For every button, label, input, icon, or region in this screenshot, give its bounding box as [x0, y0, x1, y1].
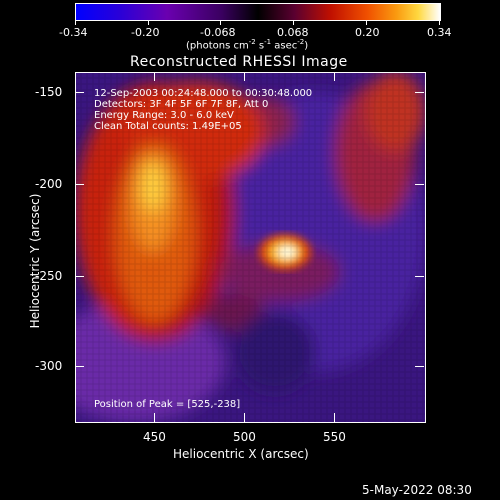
x-tick-label: 500	[233, 430, 256, 444]
solar-image	[75, 72, 425, 422]
clean-counts-line: Clean Total counts: 1.49E+05	[94, 121, 242, 132]
peak-position: Position of Peak = [525,-238]	[94, 399, 241, 410]
colorbar-tick-label: 0.20	[355, 26, 380, 39]
y-tick-label: -300	[35, 359, 63, 373]
y-tick-label: -200	[35, 177, 63, 191]
energy-range-line: Energy Range: 3.0 - 6.0 keV	[94, 110, 234, 121]
colorbar	[75, 3, 441, 21]
observation-info: 12-Sep-2003 00:24:48.000 to 00:30:48.000…	[94, 88, 312, 132]
y-tick-label: -150	[35, 85, 63, 99]
colorbar-units: (photons cm-2 s-1 asec-2)	[186, 38, 309, 52]
plot-frame	[75, 72, 426, 423]
x-axis-label: Heliocentric X (arcsec)	[173, 447, 309, 461]
colorbar-tick-label: 0.068	[277, 26, 309, 39]
detectors-line: Detectors: 3F 4F 5F 6F 7F 8F, Att 0	[94, 99, 269, 110]
time-range-line: 12-Sep-2003 00:24:48.000 to 00:30:48.000	[94, 88, 313, 99]
y-axis-label: Heliocentric Y (arcsec)	[28, 193, 42, 329]
y-tick-label: -250	[35, 269, 63, 283]
plot-title: Reconstructed RHESSI Image	[130, 54, 348, 70]
colorbar-tick-label: -0.068	[200, 26, 236, 39]
colorbar-tick-label: 0.34	[427, 26, 452, 39]
x-tick-label: 550	[323, 430, 346, 444]
timestamp: 5-May-2022 08:30	[362, 483, 472, 497]
x-tick-label: 450	[143, 430, 166, 444]
colorbar-tick-label: -0.20	[131, 26, 160, 39]
colorbar-tick-label: -0.34	[59, 26, 88, 39]
